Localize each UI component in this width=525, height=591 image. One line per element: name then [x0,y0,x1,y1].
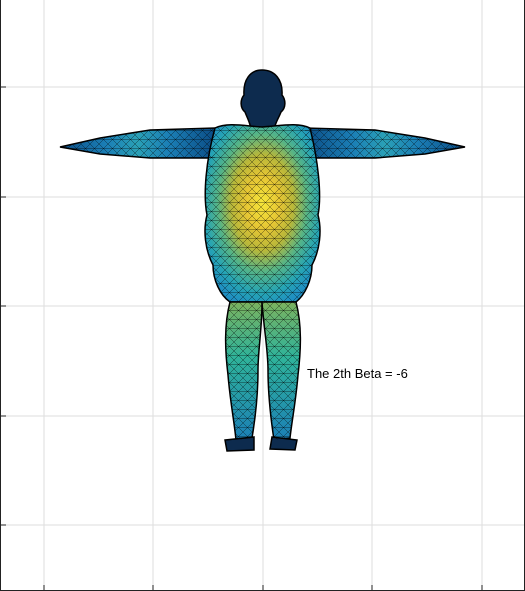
beta-annotation: The 2th Beta = -6 [307,366,408,381]
body-mesh [59,69,466,452]
right-foot [269,436,298,451]
